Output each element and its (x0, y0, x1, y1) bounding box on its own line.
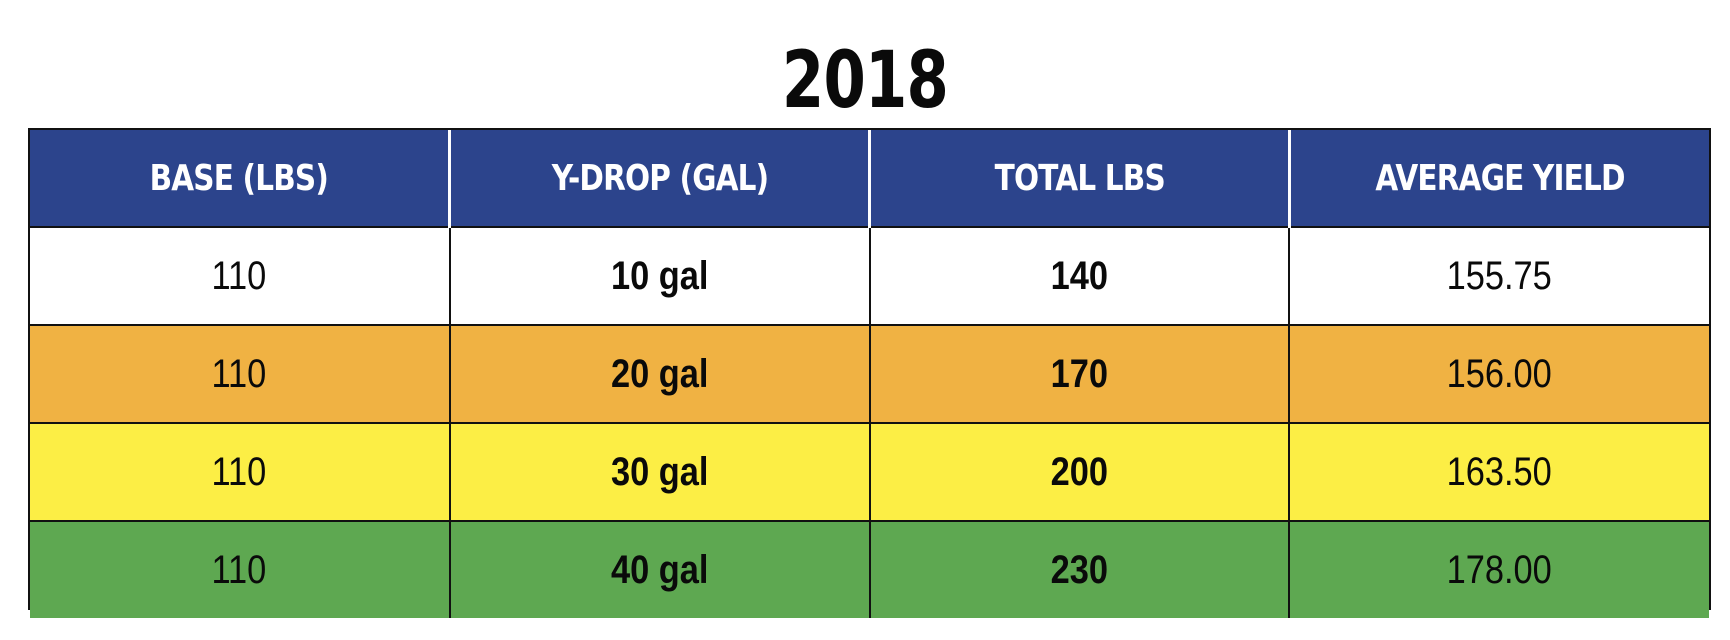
cell-base: 110 (30, 520, 451, 618)
table-row: 110 10 gal 140 155.75 (30, 226, 1709, 325)
table-row: 110 40 gal 230 178.00 (30, 520, 1709, 618)
cell-base: 110 (30, 226, 451, 325)
cell-average-yield: 155.75 (1289, 226, 1709, 325)
cell-average-yield: 163.50 (1289, 422, 1709, 521)
cell-base: 110 (30, 422, 451, 521)
table-title: 2018 (781, 36, 949, 126)
cell-total-lbs: 230 (869, 520, 1291, 618)
column-header-y-drop: Y-DROP (GAL) (449, 130, 871, 227)
column-header-base: BASE (LBS) (30, 130, 452, 227)
cell-base: 110 (30, 324, 451, 423)
table-row: 110 30 gal 200 163.50 (30, 422, 1709, 521)
header-row: BASE (LBS) Y-DROP (GAL) TOTAL LBS AVERAG… (30, 130, 1709, 227)
table-row: 110 20 gal 170 156.00 (30, 324, 1709, 423)
cell-total-lbs: 200 (869, 422, 1291, 521)
cell-average-yield: 156.00 (1289, 324, 1709, 423)
cell-y-drop: 20 gal (449, 324, 871, 423)
cell-y-drop: 30 gal (449, 422, 871, 521)
cell-y-drop: 40 gal (449, 520, 871, 618)
column-header-average-yield: AVERAGE YIELD (1289, 130, 1709, 227)
column-header-total-lbs: TOTAL LBS (869, 130, 1291, 227)
yield-table: BASE (LBS) Y-DROP (GAL) TOTAL LBS AVERAG… (28, 128, 1711, 618)
cell-total-lbs: 170 (869, 324, 1291, 423)
cell-average-yield: 178.00 (1289, 520, 1709, 618)
cell-y-drop: 10 gal (449, 226, 871, 325)
cell-total-lbs: 140 (869, 226, 1291, 325)
